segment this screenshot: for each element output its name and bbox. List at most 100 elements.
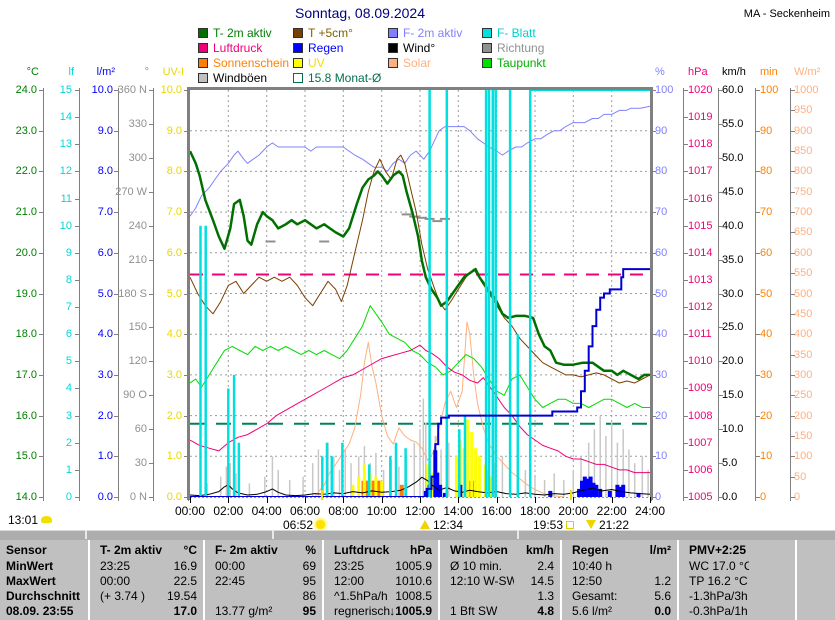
axis-tick-label: 45.0 [722,185,744,198]
x-axis-label: 10:00 [366,504,397,518]
table-cell-r-3-4: 0.0 [654,604,671,618]
x-axis-tick [305,497,306,503]
axis-tick [39,415,43,417]
legend-swatch-solar[interactable] [388,58,398,68]
axis-tick-label: 300 [128,151,147,164]
axis-tick [791,232,795,234]
axis-tick [684,252,688,254]
axis-tick-label: 850 [794,145,813,158]
table-header-name-2: Luftdruck [334,543,390,557]
divider-band [0,530,835,540]
legend-label-solar[interactable]: Solar [403,56,432,70]
axis-unit-hPa: hPa [688,66,708,78]
x-axis-tick [458,497,460,503]
moonrise-time: 12:34 [433,517,464,532]
axis-tick [719,90,723,91]
x-axis-tick [266,497,268,503]
sunset-axis-tick [570,490,572,500]
axis-tick [719,463,723,465]
table-cell-l-0-3: Ø 10 min. [450,559,503,573]
legend-label-luftdruck[interactable]: Luftdruck [213,41,263,55]
legend-label-taupunkt[interactable]: Taupunkt [497,56,546,70]
table-cell-l-2-0: (+ 3.74 ) [100,589,146,603]
legend-label-uv[interactable]: UV [308,56,325,70]
table-cell-l-3-5: -0.3hPa/1h [689,604,748,618]
legend-label-richtung[interactable]: Richtung [497,41,545,55]
legend-label-windboeen[interactable]: Windböen [213,71,268,85]
legend-swatch-luftdruck[interactable] [198,43,208,53]
axis-unit-km/h: km/h [722,66,746,78]
axis-tick-label: 1008 [688,409,713,422]
legend-swatch-t-2m[interactable] [198,28,208,38]
legend-swatch-windboeen[interactable] [198,73,208,83]
weather-chart-svg [188,89,651,498]
axis-tick [149,327,153,329]
axis-tick [719,157,723,159]
axis-tick [149,157,153,159]
table-cell-l-3-4: 5.6 l/m² [572,604,613,618]
x-axis-tick [420,497,421,503]
legend-label-f-2m[interactable]: F- 2m aktiv [403,26,463,40]
axis-tick-label: 80 [655,165,668,178]
legend-swatch-uv[interactable] [293,58,303,68]
table-cell-l-1-4: 12:50 [572,574,603,588]
x-axis-label: 18:00 [519,504,551,518]
axis-tick-label: 30 [134,457,147,470]
axis-tick-label: 200 [794,409,813,422]
table-cell-l-0-0: 23:25 [100,559,131,573]
axis-tick [719,191,723,193]
axis-tick [756,171,760,173]
table-column-separator [795,540,797,620]
legend-swatch-f-2m[interactable] [388,28,398,38]
legend-swatch-regen[interactable] [293,43,303,53]
axis-unit-UV-I: UV-I [162,66,184,78]
axis-tick [149,429,153,431]
axis-tick [149,293,153,295]
axis-tick-label: 800 [794,165,813,178]
axis-tick-label: 1020 [688,84,713,96]
legend-swatch-wind[interactable] [388,43,398,53]
axis-tick [652,130,656,132]
axis-tick [684,117,688,119]
legend-swatch-f-blatt[interactable] [482,28,492,38]
axis-tick [719,259,723,261]
legend-label-regen[interactable]: Regen [308,41,344,55]
axis-tick-label: 90 [760,124,773,137]
axis-tick [684,307,688,309]
axis-tick-label: 10.0 [722,423,744,436]
legend-label-f-blatt[interactable]: F- Blatt [497,26,536,40]
axis-tick-label: 8 [65,273,72,286]
axis-tick-label: 240 [128,219,147,232]
axis-tick [756,212,760,214]
axis-tick [652,415,656,417]
legend-swatch-taupunkt[interactable] [482,58,492,68]
axis-tick-label: 10.0 [160,84,182,96]
axis-tick [791,456,795,458]
plot-border-top [187,87,653,90]
axis-tick [114,90,118,91]
legend-label-sonnenschein[interactable]: Sonnenschein [213,56,290,70]
axis-tick [39,374,43,376]
legend-swatch-monat[interactable] [293,73,303,83]
axis-unit-l/m²: l/m² [96,66,115,78]
axis-tick-label: 0.0 [166,491,182,503]
axis-tick [719,429,723,431]
axis-tick-label: 4.0 [97,328,113,341]
legend-label-monat[interactable]: 15.8 Monat-Ø [308,71,382,85]
x-axis-label: 24:00 [634,504,666,518]
legend-label-t-2m[interactable]: T- 2m aktiv [213,26,272,40]
axis-tick-label: 10 [655,450,668,463]
legend-label-wind[interactable]: Wind° [403,41,436,55]
table-column-separator [88,540,90,620]
axis-tick [149,90,153,91]
axis-tick-label: 270 W [115,185,147,198]
legend-swatch-sonnenschein[interactable] [198,58,208,68]
legend-swatch-richtung[interactable] [482,43,492,53]
legend-swatch-t-5cm[interactable] [293,28,303,38]
axis-tick [75,279,79,281]
legend-label-t-5cm[interactable]: T +5cm° [308,26,353,40]
axis-tick [184,293,188,295]
axis-tick [75,252,79,254]
divider-gap-2 [517,530,519,539]
axis-tick-label: 350 [794,348,813,361]
